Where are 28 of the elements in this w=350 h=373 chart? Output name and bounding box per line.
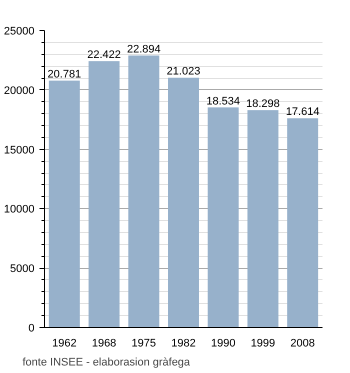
bar	[287, 118, 318, 328]
data-label: 18.298	[246, 98, 280, 110]
x-tick-label: 2008	[290, 338, 315, 350]
x-tick-label: 1975	[132, 338, 156, 350]
data-label: 22.894	[126, 44, 161, 56]
data-label: 20.781	[48, 68, 82, 81]
x-tick-label: 1968	[92, 338, 116, 350]
x-tick-label: 1982	[171, 338, 196, 350]
data-label: 17.614	[286, 106, 320, 118]
bar	[208, 107, 239, 328]
y-tick-label: 20000	[4, 84, 35, 97]
y-tick-label: 25000	[4, 26, 35, 38]
bar	[128, 56, 160, 328]
bar	[168, 78, 199, 328]
source-note: fonte INSEE - elaborasion gràfega	[22, 356, 191, 368]
data-label: 21.023	[166, 66, 200, 78]
bar	[247, 110, 278, 328]
y-tick-label: 5000	[10, 263, 35, 276]
data-label: 22.422	[87, 49, 121, 62]
y-tick-label: 15000	[4, 144, 35, 156]
bar	[88, 61, 120, 328]
x-tick-label: 1962	[52, 338, 77, 350]
data-label: 18.534	[206, 95, 240, 108]
x-tick-label: 1999	[250, 338, 276, 350]
x-tick-label: 1990	[210, 338, 236, 350]
y-tick-label: 0	[28, 322, 35, 334]
bar	[48, 80, 80, 328]
y-tick-label: 10000	[4, 204, 35, 216]
